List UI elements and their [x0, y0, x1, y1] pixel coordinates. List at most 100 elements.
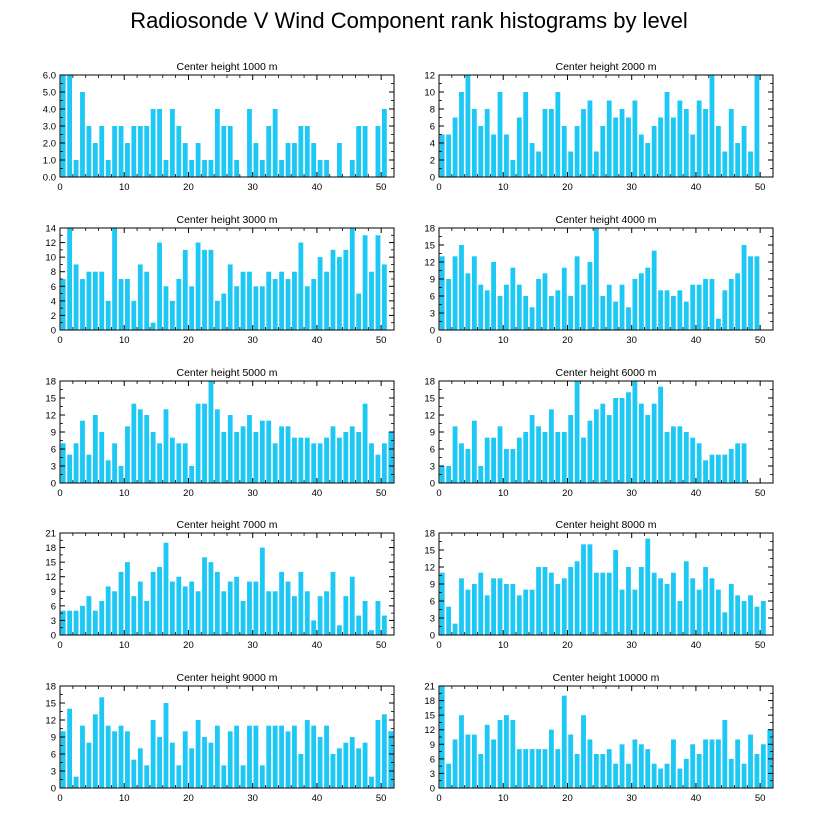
y-tick-label: 0 — [430, 479, 435, 490]
histogram-bar — [105, 300, 111, 330]
y-tick-label: 3 — [430, 462, 435, 473]
histogram-bar — [510, 449, 516, 483]
histogram-bar — [478, 572, 484, 635]
y-tick-label: 15 — [424, 241, 435, 252]
y-tick-label: 6 — [430, 754, 435, 765]
histogram-bar — [234, 576, 240, 635]
histogram-bar — [754, 754, 760, 788]
histogram-bar — [118, 466, 124, 483]
panel-title: Center height 2000 m — [556, 61, 657, 73]
histogram-bar — [632, 100, 638, 177]
histogram-bar — [208, 742, 214, 788]
histogram-bar — [651, 572, 657, 635]
histogram-bar — [574, 381, 580, 483]
histogram-bar — [73, 160, 79, 177]
histogram-bar — [112, 228, 117, 330]
histogram-bar — [195, 143, 201, 177]
x-tick-label: 0 — [436, 182, 441, 193]
y-tick-label: 3 — [430, 614, 435, 625]
histogram-bar — [304, 720, 310, 788]
histogram-bar — [677, 601, 683, 635]
histogram-bar — [221, 126, 227, 177]
histogram-bar — [703, 109, 708, 177]
histogram-bar — [272, 591, 278, 635]
histogram-bar — [690, 284, 696, 330]
histogram-bar — [658, 117, 663, 177]
histogram-bar — [375, 454, 381, 483]
x-tick-label: 10 — [498, 488, 509, 499]
y-tick-label: 0 — [430, 173, 435, 184]
histogram-bar — [73, 776, 79, 788]
histogram-bar — [73, 443, 79, 483]
histogram-bar — [529, 307, 535, 330]
histogram-bar — [375, 126, 381, 177]
histogram-bar — [234, 725, 240, 788]
histogram-bar — [715, 126, 721, 177]
histogram-bar — [67, 454, 73, 483]
histogram-bar — [195, 242, 201, 330]
y-tick-label: 12 — [424, 725, 435, 736]
histogram-bar — [523, 432, 529, 483]
histogram-bar — [491, 134, 496, 177]
histogram-bar — [99, 697, 105, 788]
panel-title: Center height 7000 m — [177, 519, 278, 531]
histogram-bar — [349, 737, 355, 788]
histogram-bar — [349, 426, 355, 483]
histogram-bar — [144, 126, 150, 177]
x-tick-label: 20 — [562, 640, 573, 651]
histogram-bar — [465, 734, 471, 788]
histogram-bar — [600, 126, 606, 177]
histogram-bar — [510, 584, 516, 635]
histogram-bar — [696, 100, 702, 177]
histogram-bar — [516, 595, 522, 635]
y-tick-label: 3 — [51, 616, 56, 627]
x-tick-label: 0 — [57, 488, 62, 499]
histogram-bar — [484, 290, 490, 330]
y-tick-label: 18 — [424, 696, 435, 707]
histogram-bar — [690, 134, 696, 177]
histogram-bar — [484, 437, 490, 483]
x-tick-label: 30 — [247, 335, 258, 346]
y-tick-label: 18 — [45, 682, 56, 693]
histogram-bar — [561, 432, 567, 483]
histogram-bar — [137, 581, 143, 635]
histogram-bar — [381, 714, 387, 788]
histogram-bar — [137, 409, 143, 483]
y-tick-label: 18 — [424, 377, 435, 388]
y-tick-label: 0 — [430, 784, 435, 795]
x-tick-label: 40 — [312, 488, 323, 499]
histogram-bar — [150, 432, 156, 483]
x-tick-label: 30 — [247, 488, 258, 499]
y-tick-label: 12 — [45, 411, 56, 422]
x-tick-label: 50 — [376, 640, 387, 651]
histogram-bar — [112, 591, 117, 635]
histogram-bar — [362, 126, 368, 177]
histogram-bar — [671, 572, 676, 635]
x-tick-label: 20 — [562, 182, 573, 193]
histogram-bar — [279, 160, 284, 177]
histogram-bar — [60, 610, 66, 635]
histogram-bar — [67, 228, 73, 330]
histogram-bar — [324, 271, 329, 330]
histogram-bar — [459, 245, 464, 330]
histogram-bar — [176, 576, 182, 635]
histogram-bar — [754, 606, 760, 635]
histogram-bar — [728, 109, 734, 177]
y-tick-label: 0 — [430, 326, 435, 337]
histogram-bar — [157, 567, 162, 635]
histogram-bar — [86, 742, 92, 788]
histogram-bar — [343, 249, 349, 330]
x-tick-label: 50 — [755, 335, 766, 346]
histogram-bar — [645, 143, 651, 177]
histogram-bar — [536, 279, 541, 330]
histogram-bar — [227, 581, 233, 635]
histogram-bar — [651, 763, 657, 788]
x-tick-label: 30 — [626, 640, 637, 651]
y-tick-label: 0 — [430, 631, 435, 642]
histogram-bar — [163, 286, 169, 330]
panel-title: Center height 1000 m — [177, 61, 278, 73]
histogram-bar — [613, 117, 619, 177]
y-tick-label: 9 — [430, 580, 435, 591]
histogram-bar — [446, 606, 452, 635]
y-tick-label: 0 — [51, 784, 56, 795]
